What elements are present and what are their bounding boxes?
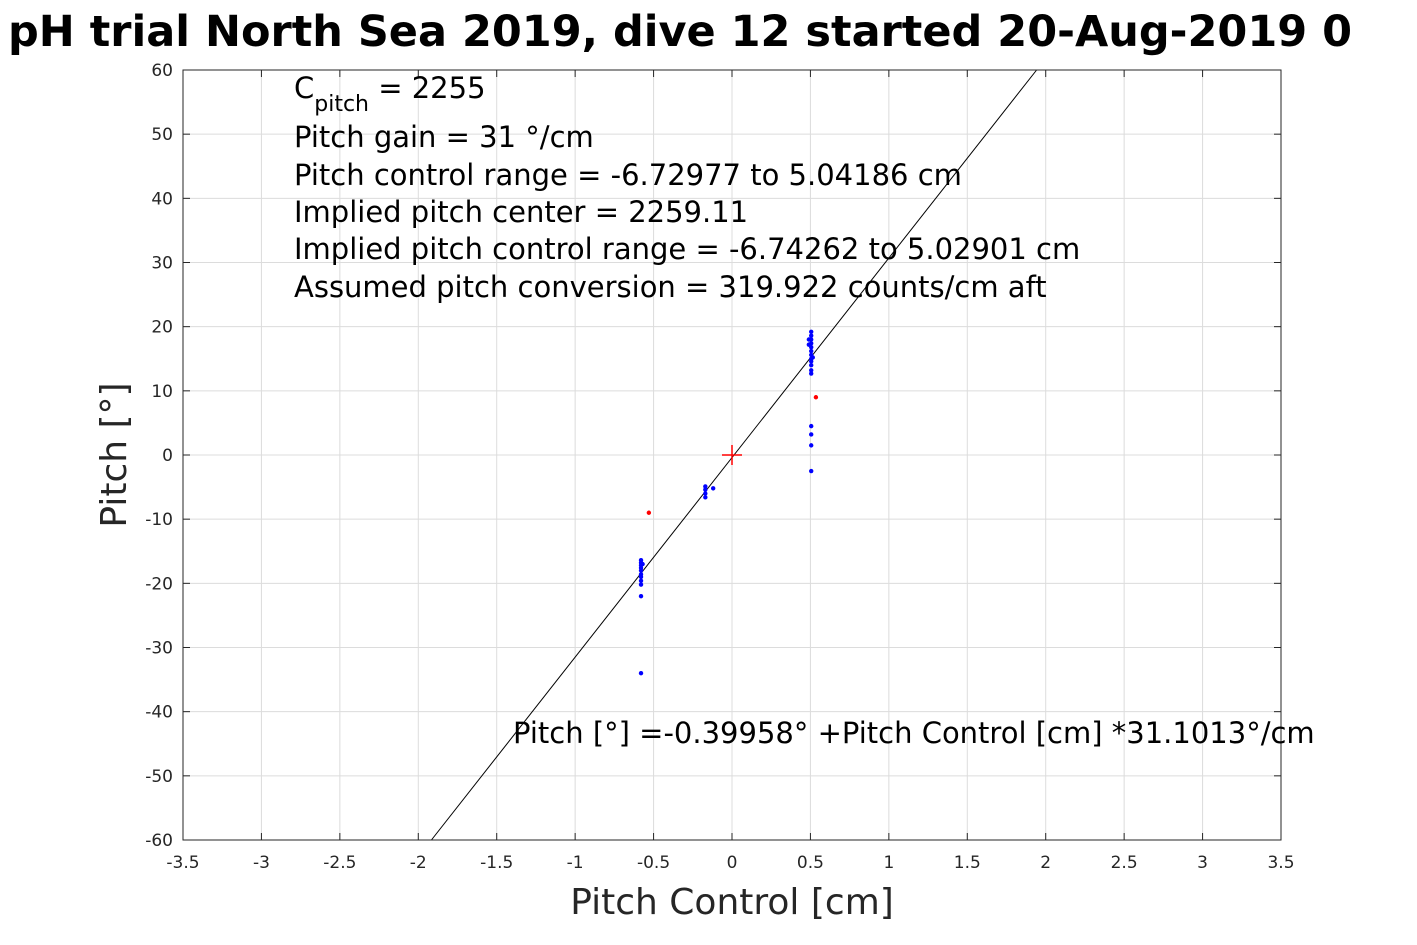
x-tick-label: -1.5 (480, 853, 513, 873)
y-tick-label: 0 (162, 446, 173, 466)
y-tick-label: 50 (151, 125, 173, 145)
x-tick-label: -2.5 (323, 853, 356, 873)
y-tick-label: -50 (145, 767, 173, 787)
x-axis-label: Pitch Control [cm] (570, 882, 894, 923)
data-point (646, 510, 652, 515)
c-pitch-annotation: Cpitch = 2255 (294, 71, 486, 117)
x-tick-label: 2.5 (1111, 853, 1138, 873)
data-point (703, 495, 708, 500)
data-point (809, 333, 814, 338)
data-point (809, 432, 814, 437)
pitch-gain-annotation: Pitch gain = 31 °/cm (294, 120, 594, 154)
data-points (638, 329, 819, 676)
data-point (809, 368, 814, 373)
y-tick-label: -60 (145, 831, 173, 851)
data-point (813, 395, 819, 400)
data-point (809, 468, 814, 474)
data-point (638, 578, 644, 583)
data-point (809, 443, 814, 448)
data-point (638, 572, 644, 577)
data-point (640, 561, 645, 567)
data-point (703, 484, 708, 489)
y-tick-label: 30 (151, 254, 173, 274)
implied-pitch-center-annotation: Implied pitch center = 2259.11 (294, 195, 748, 229)
chart-title: pH trial North Sea 2019, dive 12 started… (8, 7, 1352, 57)
y-tick-label: 10 (151, 382, 173, 402)
x-tick-label: 1 (883, 853, 894, 873)
x-tick-label: 0.5 (797, 853, 824, 873)
y-tick-label: 20 (151, 318, 173, 338)
y-axis-label: Pitch [°] (94, 382, 135, 527)
fit-equation-annotation: Pitch [°] =-0.39958° +Pitch Control [cm]… (513, 716, 1315, 750)
data-point (638, 582, 644, 587)
data-point (809, 348, 814, 354)
data-point (806, 337, 812, 342)
y-tick-label: -30 (145, 639, 173, 659)
x-tick-label: 3 (1197, 853, 1208, 873)
grid (183, 70, 1281, 840)
data-point (809, 362, 814, 368)
annotation-block: Cpitch = 2255 Pitch gain = 31 °/cm Pitch… (294, 71, 1080, 304)
c-pitch-subscript: pitch (314, 92, 369, 117)
data-point (806, 342, 812, 347)
data-point (703, 491, 708, 496)
data-point (638, 558, 644, 563)
axis-ticks: -3.5 -3 -2.5 -2 -1.5 -1 -0.5 0 0.5 1 1.5 2 2.5 3 3.5 60… (145, 61, 1294, 873)
data-point (810, 355, 815, 360)
data-point (710, 486, 716, 491)
data-point (703, 487, 708, 492)
x-tick-label: 2 (1040, 853, 1051, 873)
c-pitch-value: = 2255 (369, 71, 486, 105)
y-tick-label: 40 (151, 189, 173, 209)
x-tick-label: -0.5 (637, 853, 670, 873)
c-pitch-letter: C (294, 71, 314, 105)
x-tick-label: 1.5 (954, 853, 981, 873)
y-tick-label: -20 (145, 574, 173, 594)
center-marker (722, 445, 742, 465)
data-point (638, 593, 644, 599)
assumed-pitch-conversion-annotation: Assumed pitch conversion = 319.922 count… (294, 270, 1047, 304)
x-tick-label: 3.5 (1267, 853, 1294, 873)
data-point (809, 329, 814, 334)
x-tick-label: 0 (727, 853, 738, 873)
x-tick-label: -2 (410, 853, 427, 873)
y-tick-label: -10 (145, 510, 173, 530)
implied-pitch-control-range-annotation: Implied pitch control range = -6.74262 t… (294, 232, 1080, 266)
x-tick-label: -3.5 (166, 853, 199, 873)
y-tick-label: 60 (151, 61, 173, 81)
data-point (809, 371, 814, 376)
data-point (809, 423, 814, 429)
x-tick-label: -1 (567, 853, 584, 873)
x-tick-label: -3 (253, 853, 270, 873)
pitch-control-range-annotation: Pitch control range = -6.72977 to 5.0418… (294, 158, 962, 192)
data-point (638, 670, 644, 676)
y-tick-label: -40 (145, 703, 173, 723)
